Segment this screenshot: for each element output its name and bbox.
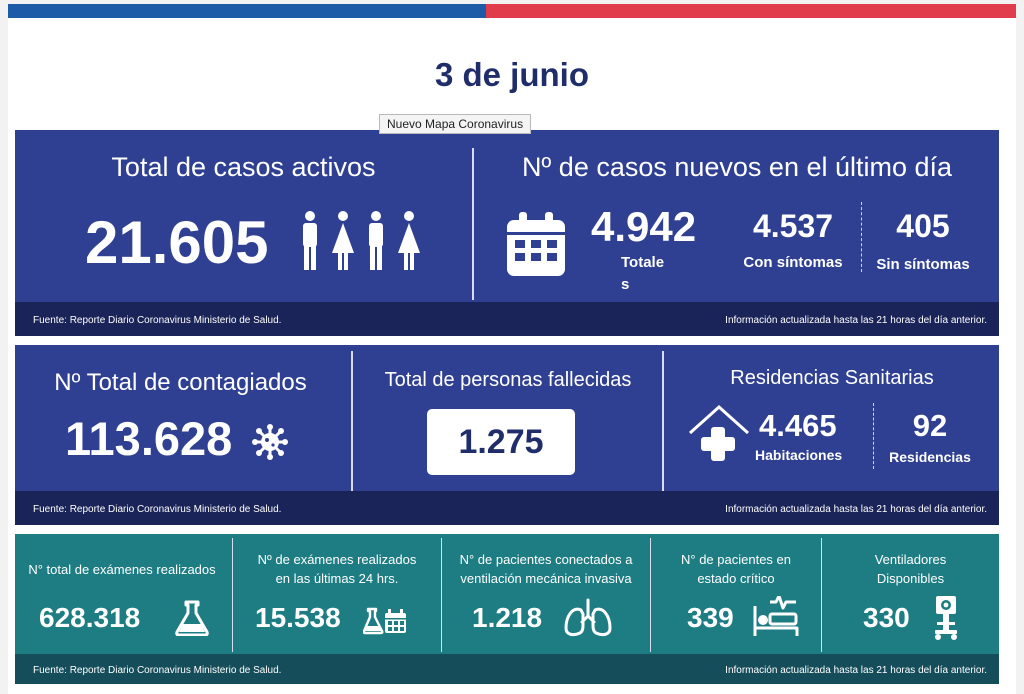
- new-cases-title: Nº de casos nuevos en el último día: [521, 152, 953, 182]
- ventilated-value: 1.218: [472, 602, 543, 633]
- house-cross-icon: [688, 405, 750, 461]
- totals-panel: Nº Total de contagiados 113.628 Total de…: [15, 345, 999, 525]
- top-bar-red: [486, 4, 1016, 18]
- active-cases-panel: Total de casos activos 21.605 Nº de caso…: [15, 130, 999, 336]
- footer-source: Fuente: Reporte Diario Coronavirus Minis…: [33, 315, 282, 326]
- residence-rooms-value: 4.465: [759, 408, 837, 443]
- exams-24h-title-line1: Nº de exámenes realizados: [257, 552, 417, 567]
- new-cases-total-value: 4.942: [591, 203, 697, 250]
- new-cases-total-label: Totale: [621, 254, 665, 271]
- flask-calendar-icon: [363, 607, 406, 635]
- virus-icon: [252, 424, 288, 460]
- exams-24h-value: 15.538: [255, 602, 341, 633]
- page-title: 3 de junio: [434, 56, 589, 93]
- tooltip: Nuevo Mapa Coronavirus: [379, 114, 532, 134]
- page: 3 de junio Total de casos activos 21.605…: [8, 4, 1016, 694]
- residences-title: Residencias Sanitarias: [730, 367, 934, 389]
- asymptomatic-value: 405: [896, 208, 950, 244]
- ventilated-title-line2: ventilación mecánica invasiva: [460, 571, 632, 586]
- panel-footer: Fuente: Reporte Diario Coronavirus Minis…: [15, 654, 999, 684]
- ventilators-value: 330: [863, 602, 910, 633]
- exams-24h-title-line2: en las últimas 24 hrs.: [275, 571, 399, 586]
- lungs-icon: [564, 598, 612, 637]
- residence-count-value: 92: [912, 408, 948, 443]
- hospital-bed-icon: [753, 596, 799, 636]
- footer-source: Fuente: Reporte Diario Coronavirus Minis…: [33, 504, 282, 515]
- calendar-icon: [507, 212, 565, 276]
- symptomatic-label: Con síntomas: [743, 254, 843, 271]
- ventilators-title-line2: Disponibles: [876, 571, 945, 586]
- footer-updated: Información actualizada hasta las 21 hor…: [725, 315, 987, 326]
- residence-count-label: Residencias: [889, 449, 971, 465]
- critical-value: 339: [687, 602, 734, 633]
- people-icon: [303, 211, 420, 270]
- exams-total-value: 628.318: [39, 602, 141, 633]
- panel-footer: Fuente: Reporte Diario Coronavirus Minis…: [15, 491, 999, 525]
- footer-updated: Información actualizada hasta las 21 hor…: [725, 504, 987, 515]
- critical-title-line2: estado crítico: [697, 571, 775, 586]
- exams-total-title: N° total de exámenes realizados: [28, 562, 216, 577]
- new-cases-total-label-suffix: s: [621, 276, 630, 293]
- deaths-value: 1.275: [427, 409, 575, 475]
- panel-footer: Fuente: Reporte Diario Coronavirus Minis…: [15, 302, 999, 336]
- flask-icon: [175, 600, 209, 636]
- ventilated-title-line1: N° de pacientes conectados a: [459, 552, 633, 567]
- ventilators-title-line1: Ventiladores: [874, 552, 947, 567]
- residence-rooms-label: Habitaciones: [755, 447, 843, 463]
- total-infected-value: 113.628: [65, 412, 233, 465]
- asymptomatic-label: Sin síntomas: [876, 256, 970, 273]
- critical-title-line1: N° de pacientes en: [681, 552, 791, 567]
- deaths-title: Total de personas fallecidas: [384, 369, 632, 391]
- active-cases-value: 21.605: [85, 209, 269, 276]
- total-infected-title: Nº Total de contagiados: [54, 369, 307, 396]
- footer-source: Fuente: Reporte Diario Coronavirus Minis…: [33, 665, 282, 676]
- hospital-panel: N° total de exámenes realizados 628.318 …: [15, 534, 999, 684]
- active-cases-title: Total de casos activos: [111, 152, 376, 182]
- symptomatic-value: 4.537: [752, 208, 834, 244]
- footer-updated: Información actualizada hasta las 21 hor…: [725, 665, 987, 676]
- top-bar-blue: [8, 4, 486, 18]
- ventilator-icon: [935, 596, 957, 640]
